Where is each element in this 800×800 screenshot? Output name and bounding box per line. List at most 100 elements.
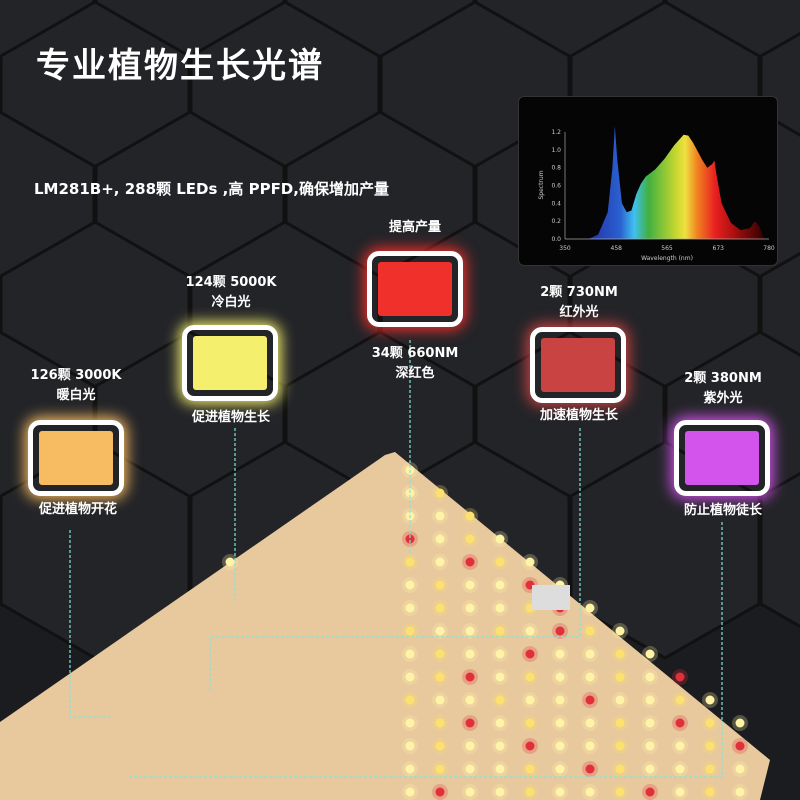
led-glow — [462, 669, 478, 685]
led-glow — [702, 784, 718, 800]
led-dot — [705, 718, 715, 728]
led-glow — [702, 715, 718, 731]
led-glow — [492, 692, 508, 708]
led-dot — [435, 580, 445, 590]
chip-type: 深红色 — [395, 366, 435, 381]
led-dot — [435, 741, 445, 751]
chip-3000k-label: 126颗 3000K 暖白光 — [6, 366, 146, 406]
chip-380-label: 2颗 380NM 紫外光 — [653, 369, 793, 409]
led-glow — [642, 669, 658, 685]
led-glow — [642, 738, 658, 754]
led-dot — [615, 787, 625, 797]
led-glow — [552, 669, 568, 685]
chip-5000k-label: 124颗 5000K 冷白光 — [161, 273, 301, 313]
led-board — [0, 452, 770, 800]
chip-5000k-desc: 促进植物生长 — [191, 410, 270, 425]
led-dot — [495, 557, 505, 567]
led-glow — [672, 784, 688, 800]
led-dot — [465, 695, 475, 705]
led-glow — [732, 738, 748, 754]
led-dot — [525, 764, 535, 774]
led-dot — [585, 603, 595, 613]
led-glow — [492, 646, 508, 662]
chip-count: 2颗 730NM — [540, 285, 618, 300]
y-tick-label: 0.8 — [551, 165, 561, 172]
led-dot — [735, 718, 745, 728]
y-tick-label: 0.4 — [551, 200, 561, 207]
led-dot — [585, 787, 595, 797]
y-tick-label: 0.2 — [551, 218, 561, 225]
page-title: 专业植物生长光谱 — [36, 46, 324, 86]
led-glow — [612, 646, 628, 662]
led-glow — [522, 784, 538, 800]
led-glow — [462, 784, 478, 800]
led-glow — [582, 715, 598, 731]
led-dot — [435, 649, 445, 659]
led-dot — [495, 718, 505, 728]
subtitle: LM281B+, 288颗 LEDs ,高 PPFD,确保增加产量 — [34, 180, 389, 198]
led-glow — [552, 761, 568, 777]
led-glow — [432, 623, 448, 639]
chip-660-desc: 34颗 660NM 深红色 — [345, 344, 485, 384]
led-glow — [402, 738, 418, 754]
led-dot — [405, 741, 415, 751]
led-dot — [585, 718, 595, 728]
led-dot — [405, 557, 415, 567]
led-glow — [702, 761, 718, 777]
led-glow — [402, 692, 418, 708]
led-glow — [492, 577, 508, 593]
led-glow — [552, 646, 568, 662]
chip-type: 红外光 — [559, 305, 599, 320]
y-tick-label: 0.0 — [551, 236, 561, 243]
led-dot — [585, 672, 595, 682]
led-glow — [402, 715, 418, 731]
led-dot — [645, 764, 655, 774]
led-glow — [582, 623, 598, 639]
chip-count: 2颗 380NM — [684, 371, 762, 386]
led-dot — [555, 649, 565, 659]
x-tick-label: 565 — [661, 245, 673, 252]
led-glow — [552, 692, 568, 708]
led-glow — [522, 738, 538, 754]
led-dot — [465, 741, 475, 751]
led-glow — [402, 669, 418, 685]
x-tick-label: 673 — [713, 245, 725, 252]
x-tick-label: 780 — [763, 245, 775, 252]
led-glow — [642, 761, 658, 777]
led-dot — [465, 718, 475, 728]
led-glow — [612, 761, 628, 777]
chip-730nm — [530, 327, 626, 403]
led-glow — [702, 738, 718, 754]
led-glow — [432, 692, 448, 708]
led-dot — [615, 718, 625, 728]
led-glow — [612, 669, 628, 685]
led-glow — [432, 669, 448, 685]
led-dot — [225, 557, 235, 567]
led-dot — [405, 603, 415, 613]
led-dot — [465, 672, 475, 682]
led-glow — [642, 784, 658, 800]
led-dot — [675, 764, 685, 774]
connector — [532, 585, 570, 610]
led-dot — [495, 695, 505, 705]
led-glow — [432, 761, 448, 777]
led-glow — [492, 600, 508, 616]
led-glow — [612, 623, 628, 639]
led-dot — [585, 764, 595, 774]
led-glow — [582, 784, 598, 800]
led-dot — [495, 741, 505, 751]
led-dot — [465, 649, 475, 659]
led-glow — [462, 646, 478, 662]
led-glow — [462, 554, 478, 570]
led-dot — [465, 534, 475, 544]
led-glow — [432, 531, 448, 547]
led-glow — [402, 784, 418, 800]
led-dot — [735, 741, 745, 751]
led-glow — [582, 738, 598, 754]
led-glow — [492, 738, 508, 754]
chip-730-label: 2颗 730NM 红外光 — [509, 283, 649, 323]
led-glow — [462, 600, 478, 616]
led-dot — [435, 718, 445, 728]
led-glow — [432, 715, 448, 731]
led-glow — [432, 577, 448, 593]
